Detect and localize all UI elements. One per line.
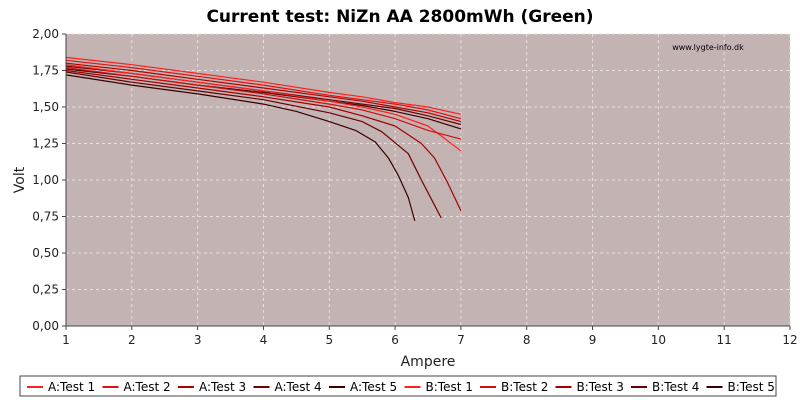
x-tick-label: 8 [523,333,531,347]
legend: A:Test 1 A:Test 2 A:Test 3 A:Test 4 A:Test 5… [27,380,775,394]
series-line-2 [65,59,462,120]
y-axis-label: Volt [12,166,28,193]
y-tick-label: 2,00 [32,27,59,41]
legend-entry-1: A:Test 1 [48,380,95,394]
legend-entry-10: B:Test 5 [728,380,775,394]
y-tick-label: 0,00 [32,319,59,333]
x-tick-label: 1 [62,333,70,347]
x-tick-label: 7 [457,333,465,347]
x-tick-label: 12 [782,333,797,347]
x-axis-label: Ampere [401,354,456,370]
series-line-8 [65,69,462,211]
legend-entry-4: A:Test 4 [275,380,322,394]
watermark: www.lygte-info.dk [672,43,744,52]
legend-entry-2: A:Test 2 [124,380,171,394]
legend-entry-5: A:Test 5 [350,380,397,394]
series-line-9 [65,71,442,219]
x-tick-label: 9 [589,333,597,347]
series-line-7 [65,67,462,140]
y-tick-label: 1,75 [32,64,59,78]
legend-entry-8: B:Test 3 [577,380,624,394]
series-line-3 [65,62,462,123]
x-tick-label: 2 [128,333,136,347]
legend-entry-9: B:Test 4 [652,380,699,394]
x-tick-label: 10 [651,333,666,347]
y-tick-label: 1,00 [32,173,59,187]
x-tick-label: 4 [260,333,268,347]
y-tick-label: 0,25 [32,283,59,297]
legend-box [19,375,777,397]
series-line-1 [65,56,462,115]
y-tick-labels: 0,00 0,25 0,50 0,75 1,00 1,25 1,50 1,75 2,00 [32,27,66,333]
legend-entry-6: B:Test 1 [426,380,473,394]
series-line-6 [65,64,462,152]
series-lines [65,56,462,222]
y-tick-label: 1,50 [32,100,59,114]
chart-title: Current test: NiZn AA 2800mWh (Green) [206,7,593,27]
x-tick-label: 6 [391,333,399,347]
grid [66,33,791,326]
y-tick-label: 0,75 [32,210,59,224]
x-tick-label: 3 [194,333,202,347]
y-tick-label: 1,25 [32,137,59,151]
series-line-10 [65,74,416,222]
legend-entry-7: B:Test 2 [501,380,548,394]
legend-entry-3: A:Test 3 [199,380,246,394]
y-tick-label: 0,50 [32,246,59,260]
x-tick-label: 11 [717,333,732,347]
x-tick-label: 5 [325,333,333,347]
x-tick-labels: 1 2 3 4 5 6 7 8 9 10 11 12 [62,326,798,347]
